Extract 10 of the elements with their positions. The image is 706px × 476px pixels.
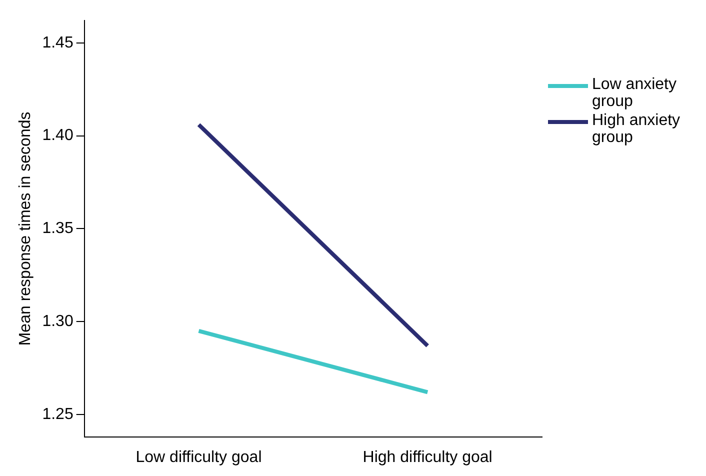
y-tick-label: 1.25 [42,406,74,423]
x-tick-label: High difficulty goal [362,448,492,466]
legend-label: Low anxiety group [592,76,678,110]
x-tick-label: Low difficulty goal [136,448,262,466]
y-axis-title: Mean response times in seconds [17,112,34,346]
y-tick-label: 1.45 [42,34,74,52]
y-tick-label: 1.35 [42,220,74,238]
legend-label: High anxiety group [592,112,682,146]
y-tick-label: 1.30 [42,313,74,330]
y-tick-label: 1.40 [42,127,74,144]
